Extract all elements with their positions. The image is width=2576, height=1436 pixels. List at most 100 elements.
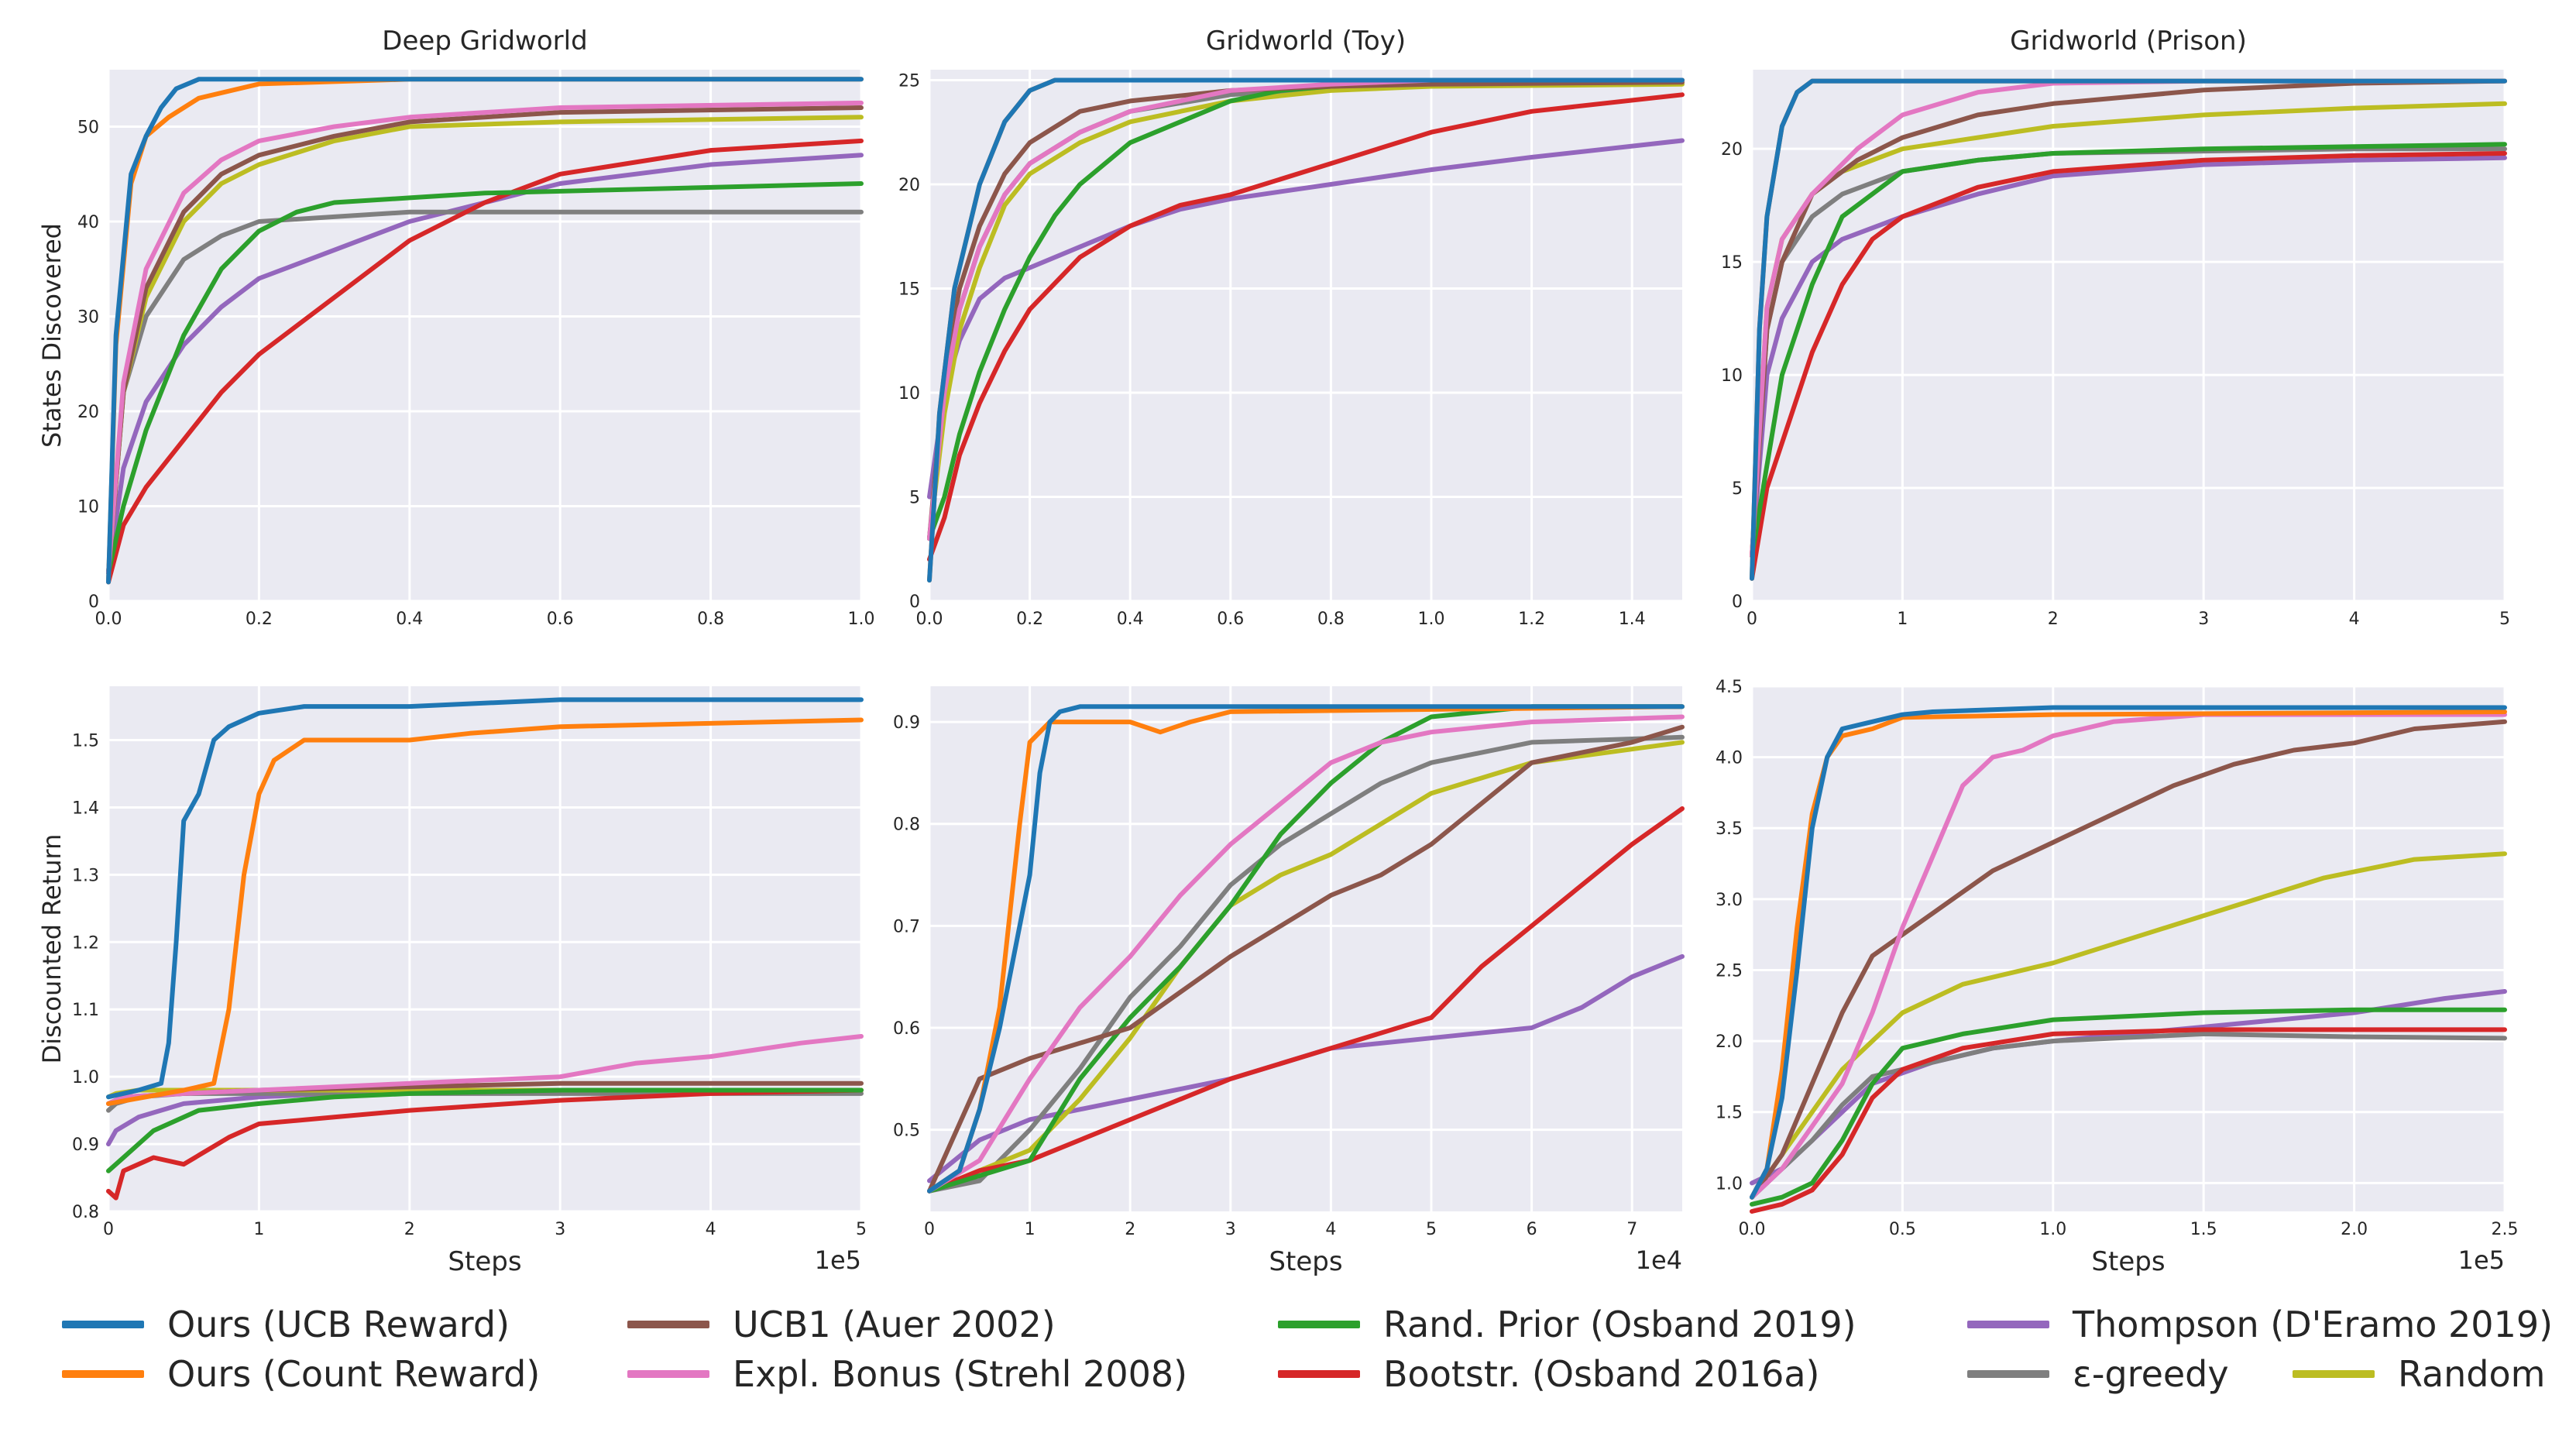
series-line-ucb-reward [106,697,864,1100]
legend-swatch [1967,1321,2049,1328]
series-line-expl-bonus [106,100,864,575]
y-tick-label: 3.0 [1716,891,1743,910]
subplot-4: 0.8 0.9 1.0 1.1 1.2 1.3 1.4 1.5 0 1 2 3 4 5 Discounted… [37,686,867,1277]
y-axis-label: Discounted Return [37,834,67,1064]
x-tick-label: 7 [1626,1220,1637,1239]
x-tick-label: 5 [856,1220,867,1239]
subplot-title: Gridworld (Prison) [2010,26,2247,57]
subplot-1: 0 10 20 30 40 50 0.0 0.2 0.4 0.6 0.8 1.0 Deep Gridwo… [37,26,875,629]
series-line-thompson [927,138,1685,500]
x-tick-label: 2.0 [2341,1220,2368,1239]
y-tick-label: 15 [898,280,920,299]
legend-label: Expl. Bonus (Strehl 2008) [733,1353,1188,1395]
series-line-ucb1 [106,105,864,575]
x-tick-label: 0.5 [1889,1220,1916,1239]
x-tick-label: 5 [2499,610,2510,629]
x-tick-label: 4 [1325,1220,1336,1239]
legend-label: UCB1 (Auer 2002) [733,1304,1056,1345]
legend-item-bootstr: Bootstr. (Osband 2016a) [1278,1351,1820,1397]
legend-swatch [1278,1321,1360,1328]
x-tick-label: 1.2 [1518,610,1545,629]
series-line-bootstr [106,1087,864,1201]
x-tick-label: 0.0 [916,610,943,629]
legend-swatch [62,1321,144,1328]
legend-item-egreedy: ε-greedy [1967,1351,2229,1397]
y-tick-label: 1.0 [1716,1174,1743,1194]
plot-area [1752,686,2505,1211]
y-tick-label: 5 [1732,479,1743,499]
x-axis-multiplier: 1e5 [815,1245,861,1275]
series-line-egreedy [927,734,1685,1194]
y-tick-label: 1.3 [72,866,99,885]
x-tick-label: 1 [253,1220,264,1239]
x-tick-label: 0.4 [1117,610,1144,629]
y-tick-label: 0.9 [893,713,920,733]
series-line-ucb-reward [1750,705,2507,1200]
series-line-bootstr [1750,1027,2507,1214]
series-line-random [927,81,1685,541]
x-tick-label: 2 [2048,610,2059,629]
x-tick-label: 0.8 [1317,610,1345,629]
legend: Ours (UCB Reward) Ours (Count Reward) UC… [0,1301,2576,1436]
y-tick-label: 1.2 [72,933,99,953]
legend-label: Thompson (D'Eramo 2019) [2073,1304,2554,1345]
legend-swatch [1278,1370,1360,1378]
x-tick-label: 0.6 [547,610,574,629]
series-line-egreedy [1750,1031,2507,1200]
x-tick-label: 1 [1025,1220,1036,1239]
y-tick-label: 30 [77,308,99,328]
series-line-ucb-reward [1750,78,2507,581]
x-tick-label: 0.6 [1217,610,1244,629]
series-line-ucb1 [927,80,1685,541]
series-line-count-reward [106,717,864,1106]
legend-swatch [1967,1370,2049,1378]
plot-area [108,70,861,601]
series-line-ucb-reward [927,704,1685,1194]
y-tick-label: 0 [909,593,920,612]
series-line-ucb1 [1750,719,2507,1200]
series-line-expl-bonus [927,77,1685,541]
legend-item-rand-prior: Rand. Prior (Osband 2019) [1278,1301,1856,1348]
y-tick-label: 25 [898,71,920,91]
subplot-2: 0 5 10 15 20 25 0.0 0.2 0.4 0.6 0.8 1.0 1.2 1.4 Gridwo… [898,26,1685,629]
series-line-thompson [106,153,864,575]
series-line-ucb1 [927,724,1685,1194]
subplot-6: 1.0 1.5 2.0 2.5 3.0 3.5 4.0 4.5 0.0 0.5 1.0 1.5 2.0 2… [1716,678,2519,1277]
series-line-random [1750,851,2507,1200]
y-tick-label: 2.0 [1716,1032,1743,1052]
series-line-rand-prior [106,181,864,575]
legend-item-count-reward: Ours (Count Reward) [62,1351,540,1397]
legend-item-ucb1: UCB1 (Auer 2002) [627,1301,1056,1348]
legend-label: Bootstr. (Osband 2016a) [1383,1353,1820,1395]
x-tick-label: 2 [404,1220,415,1239]
plot-area [929,70,1682,601]
y-tick-label: 0.8 [72,1203,99,1222]
legend-label: ε-greedy [2073,1353,2229,1395]
y-tick-label: 0 [88,593,99,612]
legend-swatch [627,1370,709,1378]
legend-label: Ours (Count Reward) [167,1353,541,1395]
subplot-5: 0.5 0.6 0.7 0.8 0.9 0 1 2 3 4 5 6 7 Steps 1e4 [893,686,1685,1277]
x-axis-multiplier: 1e4 [1636,1245,1682,1275]
series-line-ucb-reward [927,77,1685,583]
series-line-bootstr [927,92,1685,562]
series-line-rand-prior [106,1087,864,1173]
y-tick-label: 1.5 [1716,1104,1743,1123]
legend-item-ucb-reward: Ours (UCB Reward) [62,1301,510,1348]
y-tick-label: 50 [77,119,99,138]
y-tick-label: 0.6 [893,1019,920,1039]
y-tick-label: 0.7 [893,917,920,936]
series-line-rand-prior [1750,1007,2507,1207]
y-tick-label: 1.4 [72,799,99,818]
legend-swatch [627,1321,709,1328]
x-tick-label: 1 [1897,610,1908,629]
x-axis-label: Steps [1269,1246,1342,1277]
series-line-bootstr [1750,151,2507,581]
plot-area [108,686,861,1211]
x-tick-label: 1.5 [2190,1220,2217,1239]
legend-label: Random [2398,1353,2546,1395]
y-tick-label: 10 [77,498,99,517]
x-tick-label: 1.0 [1418,610,1445,629]
x-tick-label: 0.2 [246,610,273,629]
